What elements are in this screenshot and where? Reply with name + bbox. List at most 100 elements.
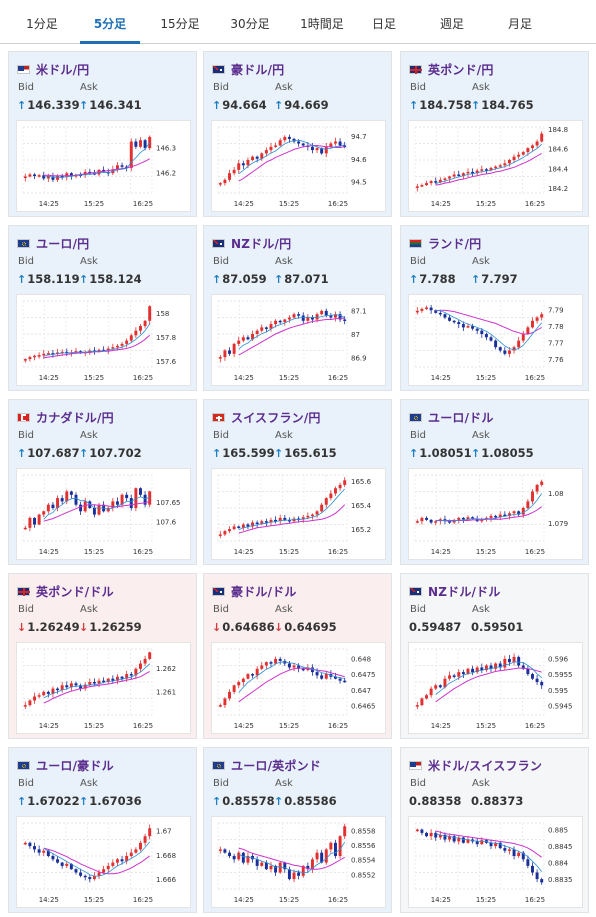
ma-short-line <box>238 314 345 350</box>
candlestick-chart[interactable]: 0.885 0.8845 0.884 0.8835 14:25 15:25 16:25 <box>408 816 583 908</box>
pair-name[interactable]: ユーロ/英ポンド <box>231 758 321 773</box>
pair-name[interactable]: 米ドル/スイスフラン <box>428 758 543 773</box>
candle <box>320 148 324 154</box>
candle <box>531 320 534 328</box>
candle <box>83 501 87 512</box>
pair-name[interactable]: NZドル/ドル <box>428 584 501 599</box>
up-arrow-icon: ↑ <box>471 273 481 286</box>
pair-name[interactable]: ユーロ/豪ドル <box>36 758 114 773</box>
ma-long-line <box>238 317 345 356</box>
rate-card[interactable]: ユーロ/英ポンド Bid Ask ↑0.85578 ↑0.85586 0.8558 0.85… <box>203 747 392 913</box>
tab-4[interactable]: 1時間足 <box>300 17 344 31</box>
candle <box>42 691 46 696</box>
candle <box>425 517 428 520</box>
candlestick-chart[interactable]: 94.7 94.6 94.5 14:25 15:25 16:25 <box>211 120 386 212</box>
candle <box>420 185 424 187</box>
eu-flag-icon <box>409 412 422 422</box>
tab-0[interactable]: 1分足 <box>26 17 58 31</box>
candle <box>69 352 73 354</box>
pair-name[interactable]: 英ポンド/円 <box>428 62 494 77</box>
candlestick-chart[interactable]: 158 157.8 157.6 14:25 15:25 16:25 <box>16 294 191 386</box>
pair-name[interactable]: 豪ドル/ドル <box>231 584 297 599</box>
candle <box>23 176 27 178</box>
bid-label: Bid <box>410 82 426 93</box>
chart-svg: 0.8558 0.8556 0.8554 0.8552 14:25 15:25 16:25 <box>217 822 376 904</box>
rate-card[interactable]: NZドル/ドル Bid Ask 0.59487 0.59501 0.596 0.5955 0.… <box>400 573 589 739</box>
candle <box>531 865 534 873</box>
pair-name[interactable]: 豪ドル/円 <box>231 62 285 77</box>
candlestick-chart[interactable]: 165.6 165.4 165.2 14:25 15:25 16:25 <box>211 468 386 560</box>
candle <box>343 680 347 683</box>
ask-label: Ask <box>80 82 98 93</box>
candle <box>457 517 461 520</box>
candle <box>23 842 27 845</box>
tab-2[interactable]: 15分足 <box>160 17 200 31</box>
candlestick-chart[interactable]: 87.1 87 86.9 14:25 15:25 16:25 <box>211 294 386 386</box>
y-tick-label: 87.1 <box>351 307 367 315</box>
candlestick-chart[interactable]: 0.596 0.5955 0.595 0.5945 14:25 15:25 16:25 <box>408 642 583 734</box>
pair-name[interactable]: ユーロ/ドル <box>428 410 494 425</box>
tab-1[interactable]: 5分足 <box>80 0 140 44</box>
rate-card[interactable]: スイスフラン/円 Bid Ask ↑165.599 ↑165.615 165.6 165.4… <box>203 399 392 565</box>
chart-svg: 1.08 1.079 14:25 15:25 16:25 <box>414 474 568 556</box>
rate-card[interactable]: ユーロ/ドル Bid Ask ↑1.08051 ↑1.08055 1.08 1.079 14:… <box>400 399 589 565</box>
candlestick-chart[interactable]: 1.67 1.668 1.666 14:25 15:25 16:25 <box>16 816 191 908</box>
candle <box>526 668 530 675</box>
rate-card[interactable]: ユーロ/円 Bid Ask ↑158.119 ↑158.124 158 157.8 157.6… <box>8 225 197 391</box>
ask-price: ↑165.615 <box>274 446 337 460</box>
candlestick-chart[interactable]: 1.262 1.261 14:25 15:25 16:25 <box>16 642 191 734</box>
candle <box>434 181 438 183</box>
candle <box>498 514 502 518</box>
pair-name[interactable]: NZドル/円 <box>231 236 292 251</box>
candlestick-chart[interactable]: 1.08 1.079 14:25 15:25 16:25 <box>408 468 583 560</box>
candle <box>143 140 147 149</box>
candle <box>246 856 250 863</box>
candle <box>69 491 73 495</box>
rate-card[interactable]: カナダドル/円 Bid Ask ↑107.687 ↑107.702 107.65 107.6… <box>8 399 197 565</box>
tab-3[interactable]: 30分足 <box>230 17 270 31</box>
candle <box>60 351 64 354</box>
pair-name[interactable]: ユーロ/円 <box>36 236 90 251</box>
candle <box>79 685 83 689</box>
candle <box>106 348 110 351</box>
rate-card[interactable]: 英ポンド/ドル Bid Ask ↓1.26249 ↓1.26259 1.262 1.261 1… <box>8 573 197 739</box>
pair-name[interactable]: 米ドル/円 <box>36 62 90 77</box>
rate-card[interactable]: 米ドル/円 Bid Ask ↑146.339 ↑146.341 146.3 146.2 14:… <box>8 51 197 217</box>
pair-name[interactable]: ランド/円 <box>428 236 482 251</box>
pair-name[interactable]: 英ポンド/ドル <box>36 584 114 599</box>
candle <box>69 683 73 688</box>
pair-name[interactable]: スイスフラン/円 <box>231 410 321 425</box>
candlestick-chart[interactable]: 7.79 7.78 7.77 7.76 14:25 15:25 16:25 <box>408 294 583 386</box>
candlestick-chart[interactable]: 0.648 0.6475 0.647 0.6465 14:25 15:25 16:25 <box>211 642 386 734</box>
candlestick-chart[interactable]: 184.8 184.6 184.4 184.2 14:25 15:25 16:25 <box>408 120 583 212</box>
candle <box>471 668 475 673</box>
pair-name[interactable]: カナダドル/円 <box>36 410 114 425</box>
candle <box>269 519 273 523</box>
candle <box>507 350 511 354</box>
tab-5[interactable]: 日足 <box>371 17 396 31</box>
rate-card[interactable]: 英ポンド/円 Bid Ask ↑184.758 ↑184.765 184.8 184.6 18… <box>400 51 589 217</box>
ask-price: ↑158.124 <box>79 272 142 286</box>
x-tick-label: 15:25 <box>279 548 299 556</box>
candle <box>517 656 521 666</box>
candle <box>521 152 525 155</box>
y-tick-label: 0.8554 <box>351 857 376 865</box>
rate-card[interactable]: 豪ドル/円 Bid Ask ↑94.664 ↑94.669 94.7 94.6 94.5 14:… <box>203 51 392 217</box>
rate-card[interactable]: NZドル/円 Bid Ask ↑87.059 ↑87.071 87.1 87 86.9 14:2… <box>203 225 392 391</box>
candlestick-chart[interactable]: 146.3 146.2 14:25 15:25 16:25 <box>16 120 191 212</box>
rate-card[interactable]: ランド/円 Bid Ask ↑7.788 ↑7.797 7.79 7.78 7.77 7.76 1… <box>400 225 589 391</box>
up-arrow-icon: ↑ <box>471 99 481 112</box>
candle <box>517 154 521 157</box>
tab-7[interactable]: 月足 <box>507 17 532 31</box>
rate-card[interactable]: ユーロ/豪ドル Bid Ask ↑1.67022 ↑1.67036 1.67 1.668 1.… <box>8 747 197 913</box>
rate-card[interactable]: 豪ドル/ドル Bid Ask ↓0.64686 ↓0.64695 0.648 0.6475 0… <box>203 573 392 739</box>
candle <box>306 317 310 321</box>
candle <box>494 515 498 518</box>
candle <box>106 865 110 870</box>
candle <box>452 320 456 323</box>
candlestick-chart[interactable]: 107.65 107.6 14:25 15:25 16:25 <box>16 468 191 560</box>
candlestick-chart[interactable]: 0.8558 0.8556 0.8554 0.8552 14:25 15:25 16:25 <box>211 816 386 908</box>
candle <box>56 175 60 180</box>
tab-6[interactable]: 週足 <box>439 17 464 31</box>
rate-card[interactable]: 米ドル/スイスフラン Bid Ask 0.88358 0.88373 0.885 0.884… <box>400 747 589 913</box>
